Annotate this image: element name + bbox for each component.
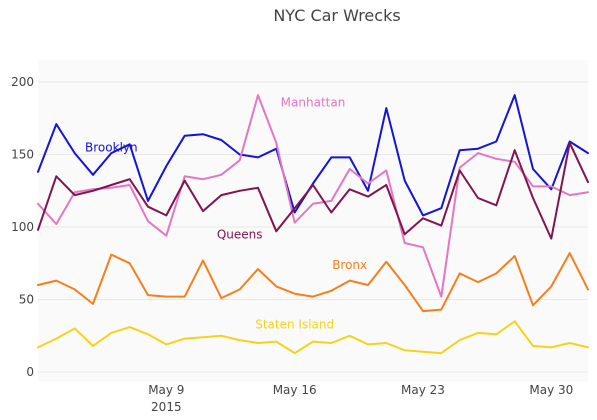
y-tick-label: 200: [11, 75, 34, 89]
series-labels: Brooklyn Manhattan Queens Bronx Staten Islan…: [85, 96, 367, 332]
series-line-queens: [37, 141, 589, 240]
x-tick-sublabel: 2015: [151, 400, 182, 414]
series-line-manhattan: [37, 94, 589, 298]
series-line-staten-island: [37, 320, 589, 355]
x-tick-label: May 16: [273, 383, 317, 397]
series-label-manhattan: Manhattan: [281, 96, 346, 110]
chart-title: NYC Car Wrecks: [273, 6, 400, 25]
x-tick-label: May 30: [529, 383, 573, 397]
series-line-bronx: [37, 252, 589, 313]
series-label-queens: Queens: [217, 228, 263, 242]
series-label-staten-island: Staten Island: [255, 318, 334, 332]
x-axis-ticks: May 9 2015 May 16 May 23 May 30: [148, 383, 573, 414]
y-axis-ticks: 0 50 100 150 200: [11, 75, 34, 379]
y-tick-label: 50: [19, 293, 34, 307]
y-tick-label: 150: [11, 148, 34, 162]
y-tick-label: 100: [11, 220, 34, 234]
series-lines: [37, 94, 589, 355]
series-label-brooklyn: Brooklyn: [85, 141, 138, 155]
x-tick-label: May 9: [148, 383, 184, 397]
x-tick-label: May 23: [401, 383, 445, 397]
series-line-brooklyn: [37, 94, 589, 217]
series-label-bronx: Bronx: [332, 258, 367, 272]
plot-background: [38, 60, 588, 382]
y-tick-label: 0: [26, 365, 34, 379]
gridlines: [38, 81, 588, 373]
